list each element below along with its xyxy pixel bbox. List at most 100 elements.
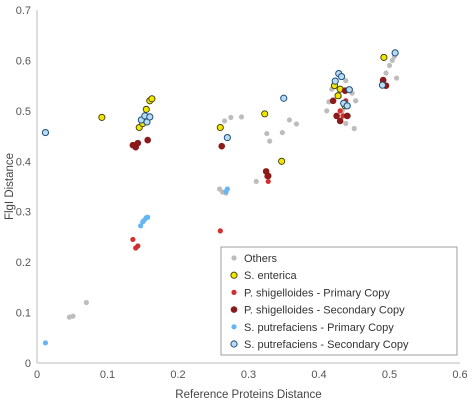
- data-point: [98, 113, 106, 121]
- x-tick-label: 0.6: [452, 369, 467, 381]
- data-point: [223, 133, 231, 142]
- data-point: [345, 86, 353, 94]
- data-point: [228, 114, 234, 121]
- data-point: [264, 172, 272, 180]
- data-point: [134, 139, 142, 147]
- data-point: [389, 57, 395, 64]
- data-point: [343, 102, 351, 110]
- y-tick-label: 0.7: [16, 5, 31, 17]
- y-tick-label: 0.1: [16, 308, 31, 320]
- series-5: [41, 49, 399, 142]
- y-tick-label: 0.6: [16, 55, 31, 67]
- data-point: [216, 123, 224, 132]
- x-tick-label: 0.5: [382, 369, 397, 381]
- x-tick-label: 0.1: [100, 369, 115, 381]
- data-point: [238, 114, 245, 120]
- legend-marker: [230, 271, 238, 279]
- legend-marker: [231, 255, 237, 261]
- data-point: [331, 77, 339, 85]
- data-point: [336, 117, 344, 125]
- axes: [36, 10, 460, 364]
- legend-box: [220, 246, 458, 356]
- legend-item: S. putrefaciens - Primary Copy: [231, 322, 394, 334]
- legend-label: S. putrefaciens - Primary Copy: [244, 322, 394, 334]
- y-tick-labels: 0 0.1 0.2 0.3 0.4 0.5 0.6 0.7: [16, 5, 31, 370]
- y-tick-label: 0: [25, 358, 31, 370]
- data-point: [42, 340, 49, 346]
- data-point: [221, 118, 228, 124]
- x-tick-labels: 0 0.1 0.2 0.3 0.4 0.5 0.6: [34, 369, 468, 381]
- data-point: [218, 142, 226, 150]
- data-point: [278, 157, 286, 165]
- data-point: [343, 112, 351, 120]
- data-point: [144, 136, 151, 144]
- data-point: [386, 62, 393, 69]
- data-point: [378, 81, 387, 89]
- data-point: [343, 120, 349, 127]
- data-point: [267, 138, 273, 144]
- data-point: [293, 121, 300, 127]
- data-point: [217, 228, 223, 234]
- legend-label: P. shigelloides - Secondary Copy: [244, 305, 405, 317]
- data-point: [145, 214, 151, 220]
- data-point: [351, 125, 357, 132]
- data-point: [286, 117, 292, 123]
- data-point: [224, 186, 230, 192]
- x-tick-label: 0.3: [241, 369, 256, 381]
- data-point: [70, 313, 76, 319]
- data-point: [83, 299, 89, 306]
- legend-marker: [230, 306, 238, 313]
- y-tick-label: 0.3: [16, 207, 31, 219]
- data-point: [138, 223, 144, 229]
- y-tick-label: 0.4: [16, 156, 31, 168]
- data-point: [333, 112, 340, 120]
- data-point: [391, 49, 399, 57]
- legend-item: P. shigelloides - Primary Copy: [231, 287, 390, 299]
- data-point: [265, 178, 271, 185]
- legend-items: Others S. enterica P. shigelloides - Prima…: [230, 253, 409, 351]
- data-point: [279, 129, 285, 136]
- data-point: [334, 92, 342, 100]
- data-point: [264, 130, 270, 137]
- x-axis-title: Reference Proteins Distance: [175, 389, 321, 401]
- data-point: [280, 94, 288, 102]
- legend-label: S. putrefaciens - Secondary Copy: [244, 339, 409, 351]
- data-point: [393, 75, 400, 81]
- data-point: [337, 72, 346, 81]
- data-point: [353, 98, 359, 104]
- y-tick-label: 0.5: [16, 106, 31, 118]
- legend-item: Others: [231, 253, 278, 265]
- data-point: [337, 108, 343, 114]
- data-point: [261, 110, 269, 118]
- series-4: [42, 186, 230, 346]
- data-point: [146, 113, 154, 121]
- legend-label: P. shigelloides - Primary Copy: [244, 287, 390, 299]
- legend-marker: [230, 340, 238, 348]
- x-tick-label: 0: [34, 369, 40, 381]
- data-point: [324, 108, 330, 114]
- x-tick-label: 0.4: [311, 369, 326, 381]
- legend-item: S. putrefaciens - Secondary Copy: [230, 339, 409, 351]
- data-point: [253, 178, 259, 185]
- data-point: [380, 53, 388, 61]
- data-point: [148, 95, 156, 103]
- legend-label: S. enterica: [244, 270, 297, 282]
- legend-item: S. enterica: [230, 270, 297, 282]
- data-points: [41, 49, 400, 346]
- legend: Others S. enterica P. shigelloides - Prima…: [220, 246, 458, 356]
- y-tick-label: 0.2: [16, 257, 31, 269]
- data-point: [383, 70, 389, 76]
- legend-marker: [231, 324, 237, 330]
- x-tick-label: 0.2: [170, 369, 185, 381]
- data-point: [130, 236, 136, 243]
- legend-label: Others: [244, 253, 278, 265]
- data-point: [343, 78, 349, 84]
- data-point: [135, 243, 141, 249]
- y-axis-title: FlgI Distance: [4, 153, 16, 220]
- legend-marker: [231, 289, 237, 295]
- legend-item: P. shigelloides - Secondary Copy: [230, 305, 405, 317]
- data-point: [329, 97, 337, 105]
- data-point: [41, 128, 50, 137]
- data-point: [142, 105, 150, 113]
